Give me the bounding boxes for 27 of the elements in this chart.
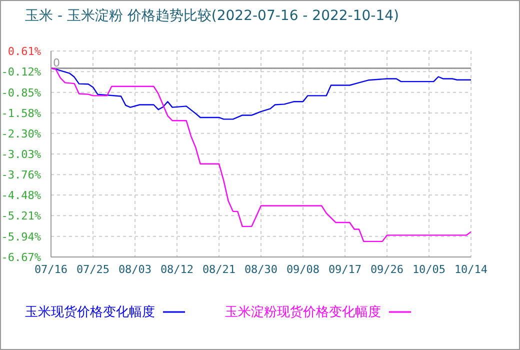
- legend-label: 玉米现货价格变化幅度: [25, 304, 155, 321]
- chart-title: 玉米 - 玉米淀粉 价格趋势比较(2022-07-16 - 2022-10-14): [25, 7, 400, 25]
- x-tick-label: 09/08: [286, 262, 320, 276]
- y-tick-label: -3.76%: [1, 168, 42, 182]
- y-tick-label: 0.61%: [8, 45, 42, 58]
- legend-label: 玉米淀粉现货价格变化幅度: [225, 304, 381, 321]
- x-tick-label: 07/25: [76, 262, 110, 276]
- y-tick-label: -3.03%: [1, 148, 42, 161]
- ref-line-label: 0: [53, 56, 60, 70]
- y-tick-label: -2.30%: [1, 127, 42, 140]
- y-tick-label: -6.67%: [1, 251, 42, 264]
- x-tick-label: 10/05: [412, 262, 446, 276]
- y-tick-label: -1.58%: [1, 106, 42, 120]
- y-tick-label: -5.94%: [1, 230, 42, 244]
- x-tick-label: 10/14: [454, 262, 488, 276]
- x-tick-label: 08/30: [244, 262, 278, 276]
- x-tick-label: 08/12: [160, 262, 194, 276]
- y-tick-label: -5.21%: [1, 210, 42, 223]
- y-tick-label: -4.48%: [1, 189, 42, 202]
- x-tick-label: 08/21: [202, 262, 236, 276]
- x-tick-label: 08/03: [118, 262, 152, 276]
- y-tick-label: -0.12%: [1, 66, 42, 79]
- x-tick-label: 07/16: [34, 262, 68, 276]
- y-tick-label: -0.85%: [1, 86, 42, 100]
- line-series: [51, 68, 471, 242]
- x-tick-label: 09/26: [370, 262, 404, 276]
- x-tick-label: 09/17: [328, 262, 362, 276]
